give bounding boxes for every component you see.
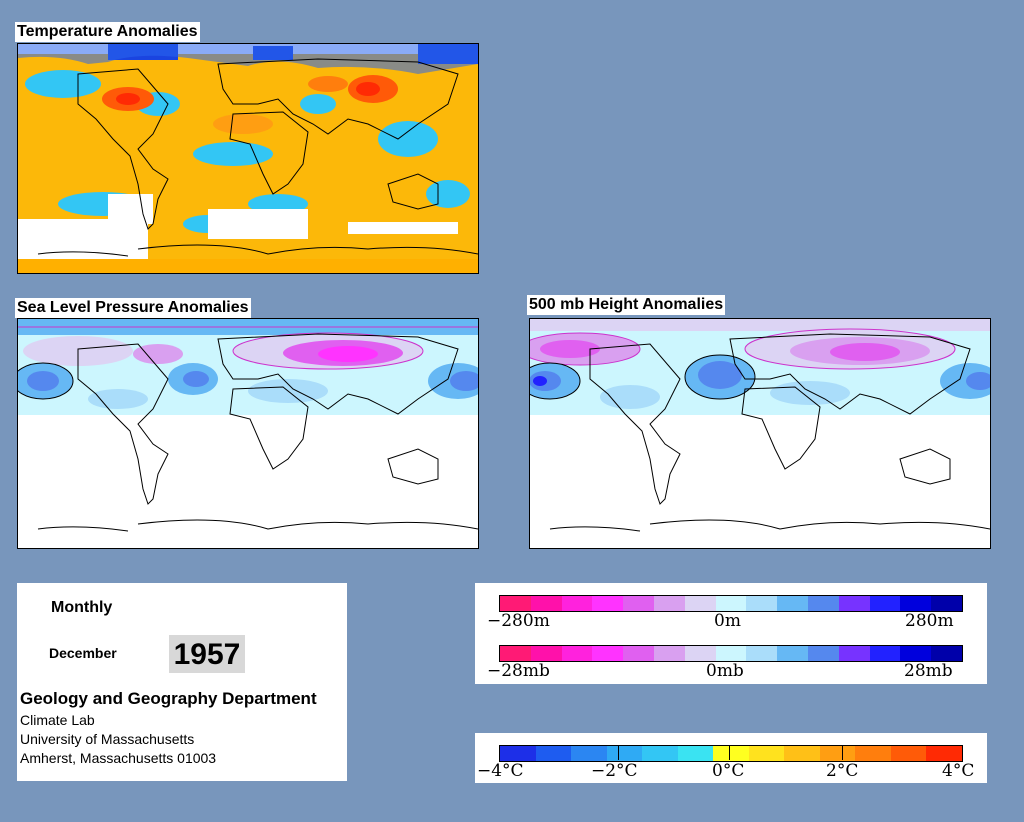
height-pressure-legend-panel: −280m 0m 280m −28mb 0mb 28mb [475, 583, 987, 684]
pressure-swatch-12 [869, 646, 901, 661]
height-swatch-2 [561, 596, 593, 611]
pressure-swatch-13 [900, 646, 932, 661]
height-swatch-11 [838, 596, 870, 611]
temperature-swatch-7 [748, 746, 785, 761]
temp-label-4: 4°C [942, 761, 975, 781]
height-swatch-6 [684, 596, 716, 611]
height500-anomaly-map [529, 318, 991, 549]
department-label: Geology and Geography Department [20, 689, 317, 708]
temperature-swatch-6 [713, 746, 749, 761]
height-min-label: −280m [487, 611, 550, 631]
temperature-swatch-12 [926, 746, 962, 761]
temperature-legend-panel: −4°C −2°C 0°C 2°C 4°C [475, 733, 987, 783]
height-swatch-8 [746, 596, 778, 611]
address-label: Amherst, Massachusetts 01003 [20, 750, 217, 766]
height-swatch-12 [869, 596, 901, 611]
temperature-swatch-3 [606, 746, 643, 761]
university-label: University of Massachusetts [20, 731, 195, 747]
height-swatch-3 [592, 596, 624, 611]
height-swatch-9 [777, 596, 808, 611]
temp-label-3: 2°C [826, 761, 859, 781]
pressure-min-label: −28mb [487, 661, 550, 681]
temperature-swatch-11 [890, 746, 927, 761]
pressure-swatch-2 [561, 646, 593, 661]
pressure-swatch-9 [777, 646, 808, 661]
height500-map-title: 500 mb Height Anomalies [527, 295, 726, 315]
height-max-label: 280m [905, 611, 954, 631]
year-label: 1957 [169, 635, 245, 673]
month-label: December [49, 645, 117, 661]
height-swatch-10 [807, 596, 839, 611]
pressure-max-label: 28mb [904, 661, 953, 681]
slp-map-title: Sea Level Pressure Anomalies [15, 298, 251, 318]
height-mid-label: 0m [714, 611, 741, 631]
height-swatch-5 [653, 596, 685, 611]
lab-label: Climate Lab [20, 712, 95, 728]
pressure-swatch-4 [623, 646, 654, 661]
temperature-swatch-9 [819, 746, 856, 761]
height-swatch-7 [715, 596, 747, 611]
pressure-swatch-5 [653, 646, 685, 661]
height-swatch-1 [530, 596, 562, 611]
temperature-swatch-1 [535, 746, 572, 761]
temperature-swatch-10 [855, 746, 891, 761]
pressure-swatch-0 [500, 646, 531, 661]
pressure-swatch-8 [746, 646, 778, 661]
pressure-swatch-10 [807, 646, 839, 661]
pressure-mid-label: 0mb [706, 661, 744, 681]
slp-anomaly-map [17, 318, 479, 549]
temperature-anomaly-map [17, 43, 479, 274]
height-swatch-14 [931, 596, 962, 611]
temperature-swatch-4 [642, 746, 678, 761]
temperature-colorbar [499, 745, 963, 762]
temp-label-1: −2°C [591, 761, 638, 781]
temperature-swatch-8 [784, 746, 820, 761]
pressure-colorbar [499, 645, 963, 662]
temperature-map-title: Temperature Anomalies [15, 22, 200, 42]
height-swatch-4 [623, 596, 654, 611]
temp-label-2: 0°C [712, 761, 745, 781]
pressure-swatch-11 [838, 646, 870, 661]
info-panel: Monthly December 1957 Geology and Geogra… [17, 583, 347, 781]
period-label: Monthly [51, 599, 113, 616]
pressure-swatch-6 [684, 646, 716, 661]
temperature-swatch-5 [677, 746, 714, 761]
pressure-swatch-3 [592, 646, 624, 661]
pressure-swatch-7 [715, 646, 747, 661]
height-swatch-0 [500, 596, 531, 611]
pressure-swatch-1 [530, 646, 562, 661]
temperature-swatch-0 [500, 746, 536, 761]
temperature-swatch-2 [571, 746, 607, 761]
height-colorbar [499, 595, 963, 612]
pressure-swatch-14 [931, 646, 962, 661]
height-swatch-13 [900, 596, 932, 611]
temp-label-0: −4°C [477, 761, 524, 781]
